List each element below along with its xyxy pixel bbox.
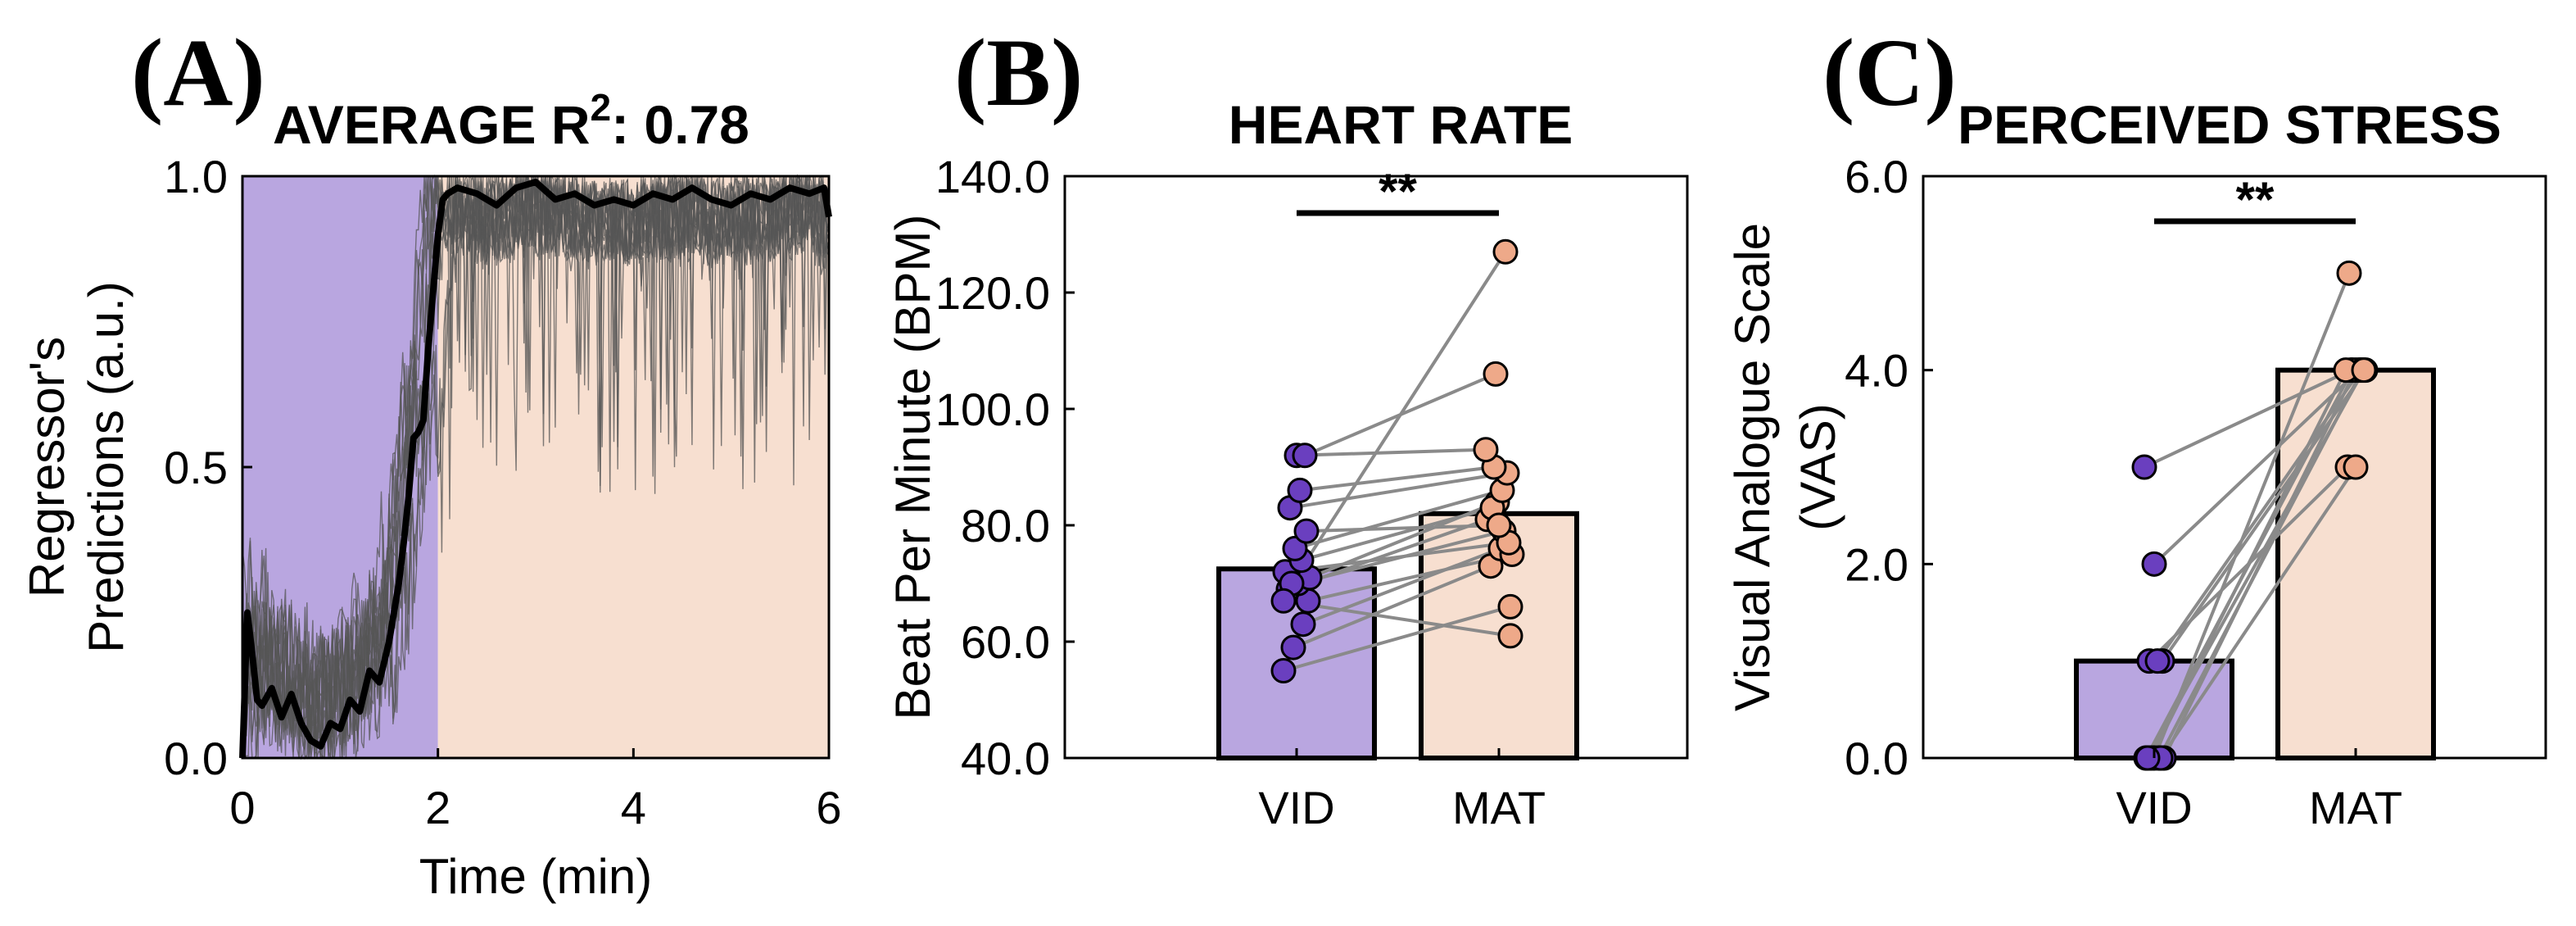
y-tick-label: 40.0 xyxy=(961,733,1050,784)
panel-b-x-ticks: VID MAT xyxy=(1258,748,1546,833)
vid-point xyxy=(1270,658,1297,683)
pair-line xyxy=(1283,605,1511,673)
pair-line xyxy=(1289,471,1508,510)
panel-b-y-ticks: 40.0 60.0 80.0 100.0 120.0 140.0 xyxy=(935,151,1075,784)
mat-point xyxy=(2336,260,2362,286)
x-tick-label: 4 xyxy=(621,782,646,833)
pair-line xyxy=(2146,369,2365,759)
x-tick-label: VID xyxy=(2116,782,2192,833)
pair-line xyxy=(1307,552,1513,603)
individual-trace xyxy=(242,174,830,759)
y-tick-label: 2.0 xyxy=(1845,538,1908,590)
panel-b-plot: ** xyxy=(1063,164,1689,760)
mat-point xyxy=(1497,593,1523,620)
pair-line xyxy=(2144,368,2352,469)
x-tick-label: MAT xyxy=(2309,782,2402,833)
pair-line xyxy=(1283,599,1511,638)
y-tick-label: 60.0 xyxy=(961,616,1050,668)
y-tick-label: 80.0 xyxy=(961,500,1050,552)
vid-point xyxy=(2144,648,2171,674)
x-tick-label: 6 xyxy=(816,782,841,833)
mat-point xyxy=(1473,437,1499,463)
y-tick-label: 0.0 xyxy=(164,733,228,784)
panel-c-x-ticks: VID MAT xyxy=(2116,748,2402,833)
y-tick-label: 0.5 xyxy=(164,442,228,493)
panel-c-ylabel-line1: Visual Analogue Scale xyxy=(1725,223,1780,711)
pair-line xyxy=(1302,547,1501,626)
pair-line xyxy=(1306,524,1500,533)
panel-a-ylabel-line2: Predictions (a.u.) xyxy=(79,281,134,653)
y-tick-label: 6.0 xyxy=(1845,151,1908,202)
vid-point xyxy=(1280,634,1306,660)
mat-point xyxy=(1497,623,1523,649)
mat-point xyxy=(2351,357,2377,384)
pair-line xyxy=(1294,488,1503,551)
mat-point xyxy=(1483,361,1509,387)
pair-line xyxy=(1301,506,1493,562)
x-tick-label: VID xyxy=(1258,782,1334,833)
pair-line xyxy=(2153,272,2351,759)
paired-lines xyxy=(2144,272,2367,760)
panel-a-ylabel-line1: Regressor's xyxy=(20,337,75,597)
pair-line xyxy=(1299,465,1495,493)
pair-line xyxy=(2159,465,2357,760)
vid-point xyxy=(1293,518,1320,544)
panel-a-title-sup: 2 xyxy=(591,86,612,129)
panel-c-ylabel-line2: (VAS) xyxy=(1791,403,1845,531)
mat-point xyxy=(1492,238,1519,265)
panel-c-title: PERCEIVED STRESS xyxy=(1958,94,2501,155)
significance-stars: ** xyxy=(2236,172,2275,227)
mat-point xyxy=(2343,454,2369,480)
panel-a-plot xyxy=(239,174,832,760)
panel-a-x-ticks: 0 2 4 6 xyxy=(229,748,842,833)
y-tick-label: 4.0 xyxy=(1845,345,1908,397)
panel-a-title: AVERAGE R2: 0.78 xyxy=(273,86,749,155)
mat-point xyxy=(1486,512,1512,538)
vid-point xyxy=(1287,477,1313,503)
panel-a-title-main: AVERAGE R xyxy=(273,94,591,155)
paired-points xyxy=(2131,260,2379,771)
panel-b: (B) HEART RATE ** 40.0 60.0 80.0 100.0 120.0… xyxy=(885,19,1689,833)
y-tick-label: 120.0 xyxy=(935,267,1050,319)
panel-a-letter: (A) xyxy=(131,19,265,126)
vid-point xyxy=(2135,745,2161,771)
panel-c-letter: (C) xyxy=(1822,19,1957,126)
panel-a-xlabel: Time (min) xyxy=(419,849,652,904)
vid-point xyxy=(2131,454,2157,480)
pair-line xyxy=(1284,541,1510,574)
y-tick-label: 0.0 xyxy=(1845,733,1908,784)
vid-point xyxy=(1270,588,1297,614)
bar-mat xyxy=(2275,367,2436,760)
mean-prediction-line xyxy=(239,179,832,759)
vid-point xyxy=(2141,551,2167,577)
x-tick-label: MAT xyxy=(1452,782,1546,833)
pair-line xyxy=(1296,447,1487,457)
panel-a-y-ticks: 0.0 0.5 1.0 xyxy=(164,151,252,784)
pair-line xyxy=(1290,251,1507,585)
panel-b-letter: (B) xyxy=(954,19,1083,126)
panel-b-ylabel: Beat Per Minute (BPM) xyxy=(885,215,940,720)
pair-line xyxy=(1293,564,1492,649)
panel-c: (C) PERCEIVED STRESS ** 0.0 2.0 4.0 6.0 VID… xyxy=(1725,19,2547,833)
pair-line xyxy=(2153,369,2361,565)
panel-c-plot: ** xyxy=(1922,172,2547,771)
paired-points xyxy=(1270,238,1525,683)
y-tick-label: 100.0 xyxy=(935,384,1050,435)
vid-point xyxy=(1292,443,1318,469)
panel-c-y-ticks: 0.0 2.0 4.0 6.0 xyxy=(1845,151,1933,784)
vid-point xyxy=(1290,611,1316,638)
x-tick-label: 0 xyxy=(229,782,255,833)
paired-lines xyxy=(1283,251,1513,673)
significance-stars: ** xyxy=(1379,164,1417,219)
x-tick-label: 2 xyxy=(425,782,450,833)
panel-b-title: HEART RATE xyxy=(1229,94,1573,155)
vid-point xyxy=(1282,535,1308,561)
y-tick-label: 140.0 xyxy=(935,151,1050,202)
panel-a-title-suffix: : 0.78 xyxy=(611,94,749,155)
y-tick-label: 1.0 xyxy=(164,151,228,202)
